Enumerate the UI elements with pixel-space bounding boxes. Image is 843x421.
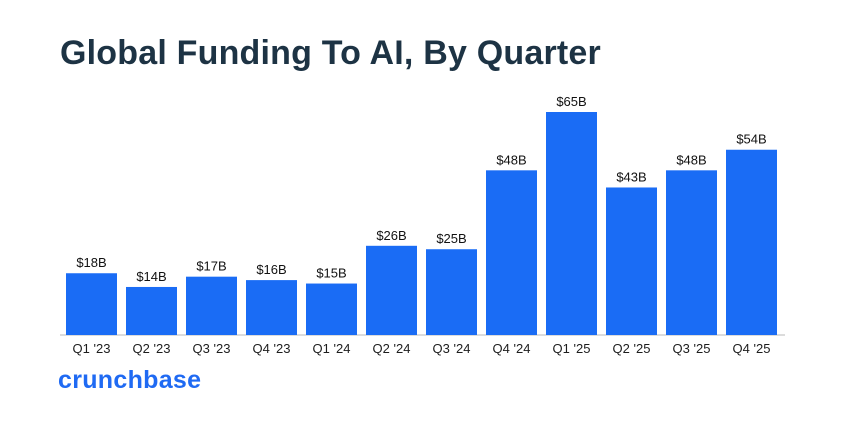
bar-9 bbox=[606, 187, 657, 335]
value-label-0: $18B bbox=[76, 255, 106, 270]
bar-11 bbox=[726, 149, 777, 335]
bar-0 bbox=[66, 273, 117, 335]
crunchbase-logo: crunchbase bbox=[58, 366, 202, 394]
value-label-8: $65B bbox=[556, 94, 586, 109]
value-label-7: $48B bbox=[496, 152, 526, 167]
x-tick-label-10: Q3 '25 bbox=[673, 341, 711, 356]
x-tick-label-11: Q4 '25 bbox=[733, 341, 771, 356]
bars-group bbox=[66, 112, 777, 335]
x-tick-label-4: Q1 '24 bbox=[313, 341, 351, 356]
chart-title: Global Funding To AI, By Quarter bbox=[60, 34, 601, 72]
bar-10 bbox=[666, 170, 717, 335]
value-label-2: $17B bbox=[196, 259, 226, 274]
bar-8 bbox=[546, 112, 597, 335]
bar-4 bbox=[306, 283, 357, 335]
value-label-4: $15B bbox=[316, 266, 346, 281]
x-tick-label-8: Q1 '25 bbox=[553, 341, 591, 356]
value-label-1: $14B bbox=[136, 269, 166, 284]
x-tick-label-7: Q4 '24 bbox=[493, 341, 531, 356]
value-labels-group: $18B $14B $17B $16B $15B $26B $25B $48B $65B $43B… bbox=[76, 94, 766, 284]
value-label-3: $16B bbox=[256, 262, 286, 277]
bar-7 bbox=[486, 170, 537, 335]
value-label-5: $26B bbox=[376, 228, 406, 243]
value-label-10: $48B bbox=[676, 152, 706, 167]
x-tick-label-9: Q2 '25 bbox=[613, 341, 651, 356]
bar-2 bbox=[186, 276, 237, 335]
x-tick-label-0: Q1 '23 bbox=[73, 341, 111, 356]
bar-1 bbox=[126, 286, 177, 335]
x-tick-label-2: Q3 '23 bbox=[193, 341, 231, 356]
bar-3 bbox=[246, 280, 297, 335]
value-label-9: $43B bbox=[616, 169, 646, 184]
value-label-11: $54B bbox=[736, 132, 766, 147]
x-tick-label-6: Q3 '24 bbox=[433, 341, 471, 356]
value-label-6: $25B bbox=[436, 231, 466, 246]
x-tick-label-5: Q2 '24 bbox=[373, 341, 411, 356]
bar-6 bbox=[426, 249, 477, 335]
x-tick-label-1: Q2 '23 bbox=[133, 341, 171, 356]
bar-5 bbox=[366, 245, 417, 335]
x-tick-label-3: Q4 '23 bbox=[253, 341, 291, 356]
x-tick-labels-group: Q1 '23 Q2 '23 Q3 '23 Q4 '23 Q1 '24 Q2 '24 Q3 '… bbox=[73, 341, 771, 356]
